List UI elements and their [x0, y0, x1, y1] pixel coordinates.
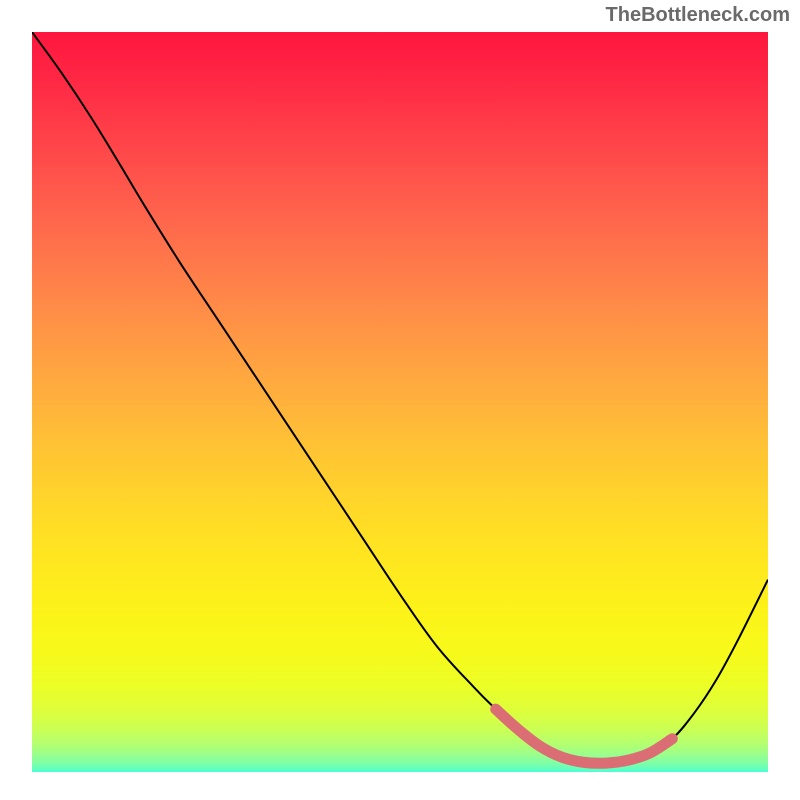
watermark-text: TheBottleneck.com [606, 4, 790, 27]
plot-area [32, 32, 768, 772]
curve-layer [32, 32, 768, 772]
optimal-range-highlight [496, 709, 673, 763]
chart-container: TheBottleneck.com [0, 0, 800, 800]
bottleneck-curve [32, 32, 768, 763]
